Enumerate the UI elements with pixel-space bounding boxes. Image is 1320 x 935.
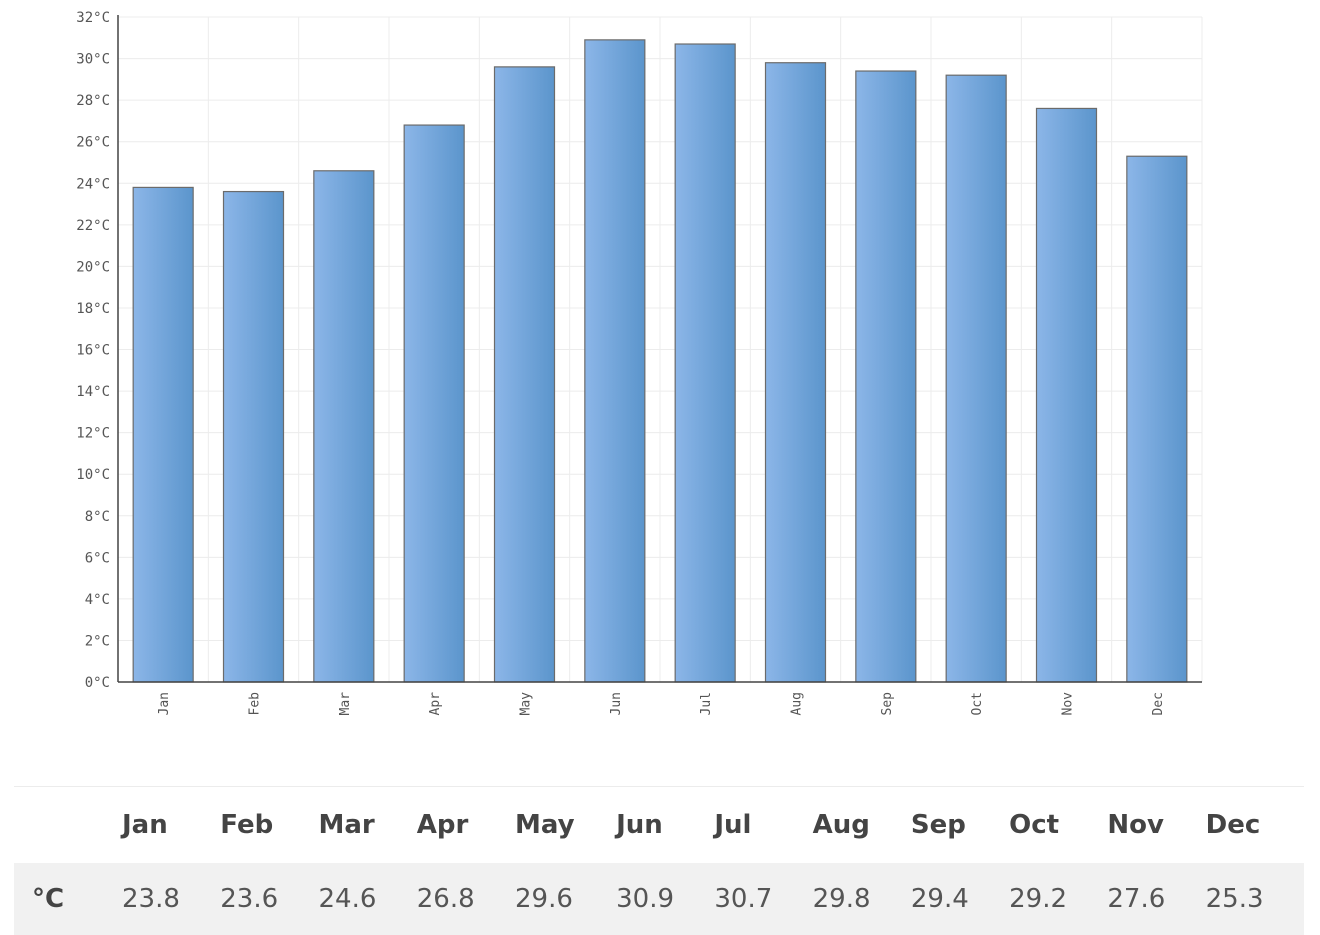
table-header-jan: Jan — [122, 809, 168, 840]
y-tick-label: 8°C — [85, 509, 110, 525]
y-tick-label: 26°C — [76, 135, 110, 151]
x-tick-label: Feb — [248, 692, 263, 716]
bar-jan — [132, 186, 194, 683]
x-tick-label: May — [519, 692, 534, 716]
chart-bars — [132, 39, 1188, 683]
table-row-label: °C — [32, 883, 65, 914]
y-tick-label: 10°C — [76, 467, 110, 483]
table-cell-apr: 26.8 — [416, 883, 475, 914]
bar-jun — [584, 39, 646, 683]
x-tick-label: Dec — [1151, 692, 1166, 715]
y-tick-label: 6°C — [85, 550, 110, 566]
table-header-feb: Feb — [220, 809, 274, 840]
table-cell-aug: 29.8 — [812, 883, 871, 914]
x-tick-label: Nov — [1061, 692, 1076, 716]
y-tick-label: 12°C — [76, 426, 110, 442]
table-cell-may: 29.6 — [515, 883, 573, 914]
table-header-dec: Dec — [1205, 809, 1261, 840]
table-header-apr: Apr — [416, 809, 469, 840]
bar-aug — [764, 62, 827, 683]
x-axis-ticks: Jan Feb Mar Apr May Jun Jul Aug Sep Oct Nov Dec — [157, 692, 1166, 716]
x-tick-label: Jul — [699, 692, 714, 715]
bar-nov — [1035, 107, 1098, 683]
table-cell-sep: 29.4 — [910, 883, 969, 914]
bar-may — [493, 66, 556, 683]
table-cell-jul: 30.7 — [714, 883, 773, 914]
table-header-cell — [14, 787, 122, 863]
table-header-aug: Aug — [812, 809, 870, 840]
y-tick-label: 2°C — [85, 633, 110, 649]
y-tick-label: 20°C — [76, 259, 110, 275]
table-cell-jun: 30.9 — [616, 883, 675, 914]
table-cell-oct: 29.2 — [1009, 883, 1068, 914]
y-tick-label: 18°C — [76, 301, 110, 317]
table-header-may: May — [515, 809, 575, 840]
x-tick-label: Aug — [790, 692, 805, 715]
x-tick-label: Jun — [609, 692, 624, 715]
y-tick-label: 30°C — [76, 52, 110, 68]
table-header-jul: Jul — [714, 809, 752, 840]
table-header-sep: Sep — [910, 809, 966, 840]
table-header-row: Jan Feb Mar Apr May Jun Jul Aug Sep Oct … — [14, 786, 1304, 863]
y-tick-label: 4°C — [85, 592, 110, 608]
x-tick-label: Jan — [157, 692, 172, 715]
chart-grid — [118, 16, 1203, 683]
table-cell-nov: 27.6 — [1107, 883, 1166, 914]
table-cell-mar: 24.6 — [318, 883, 377, 914]
bar-oct — [945, 74, 1007, 683]
table-header-jun: Jun — [616, 809, 663, 840]
temperature-bar-chart: 0°C 2°C 4°C 6°C 8°C 10°C 12°C 14°C 16°C 18°C 20°C 2… — [76, 10, 1203, 716]
x-tick-label: Apr — [428, 692, 443, 716]
table-header-oct: Oct — [1009, 809, 1060, 840]
x-tick-label: Sep — [880, 692, 895, 716]
y-tick-label: 14°C — [76, 384, 110, 400]
table-row: °C 23.8 23.6 24.6 26.8 29.6 30.9 30.7 29… — [14, 862, 1304, 935]
x-tick-label: Oct — [970, 692, 985, 715]
table-cell-feb: 23.6 — [220, 883, 279, 914]
table-header-mar: Mar — [318, 809, 375, 840]
x-tick-label: Mar — [338, 692, 353, 716]
y-tick-label: 16°C — [76, 343, 110, 359]
table-cell-jan: 23.8 — [122, 883, 180, 914]
y-tick-label: 24°C — [76, 176, 110, 192]
bar-feb — [222, 190, 285, 683]
y-tick-label: 32°C — [76, 10, 110, 26]
bar-sep — [855, 70, 917, 683]
chart-axes — [117, 15, 1202, 683]
y-axis-ticks: 0°C 2°C 4°C 6°C 8°C 10°C 12°C 14°C 16°C 18°C 20°C 2… — [76, 10, 110, 691]
y-tick-label: 22°C — [76, 218, 110, 234]
y-tick-label: 0°C — [85, 675, 110, 691]
bar-apr — [403, 124, 465, 683]
table-cell-dec: 25.3 — [1205, 883, 1264, 914]
y-tick-label: 28°C — [76, 93, 110, 109]
monthly-temperature-table: Jan Feb Mar Apr May Jun Jul Aug Sep Oct … — [14, 786, 1304, 935]
table-header-nov: Nov — [1107, 809, 1164, 840]
bar-jul — [674, 43, 736, 683]
bar-mar — [313, 170, 375, 683]
bar-dec — [1126, 155, 1188, 683]
